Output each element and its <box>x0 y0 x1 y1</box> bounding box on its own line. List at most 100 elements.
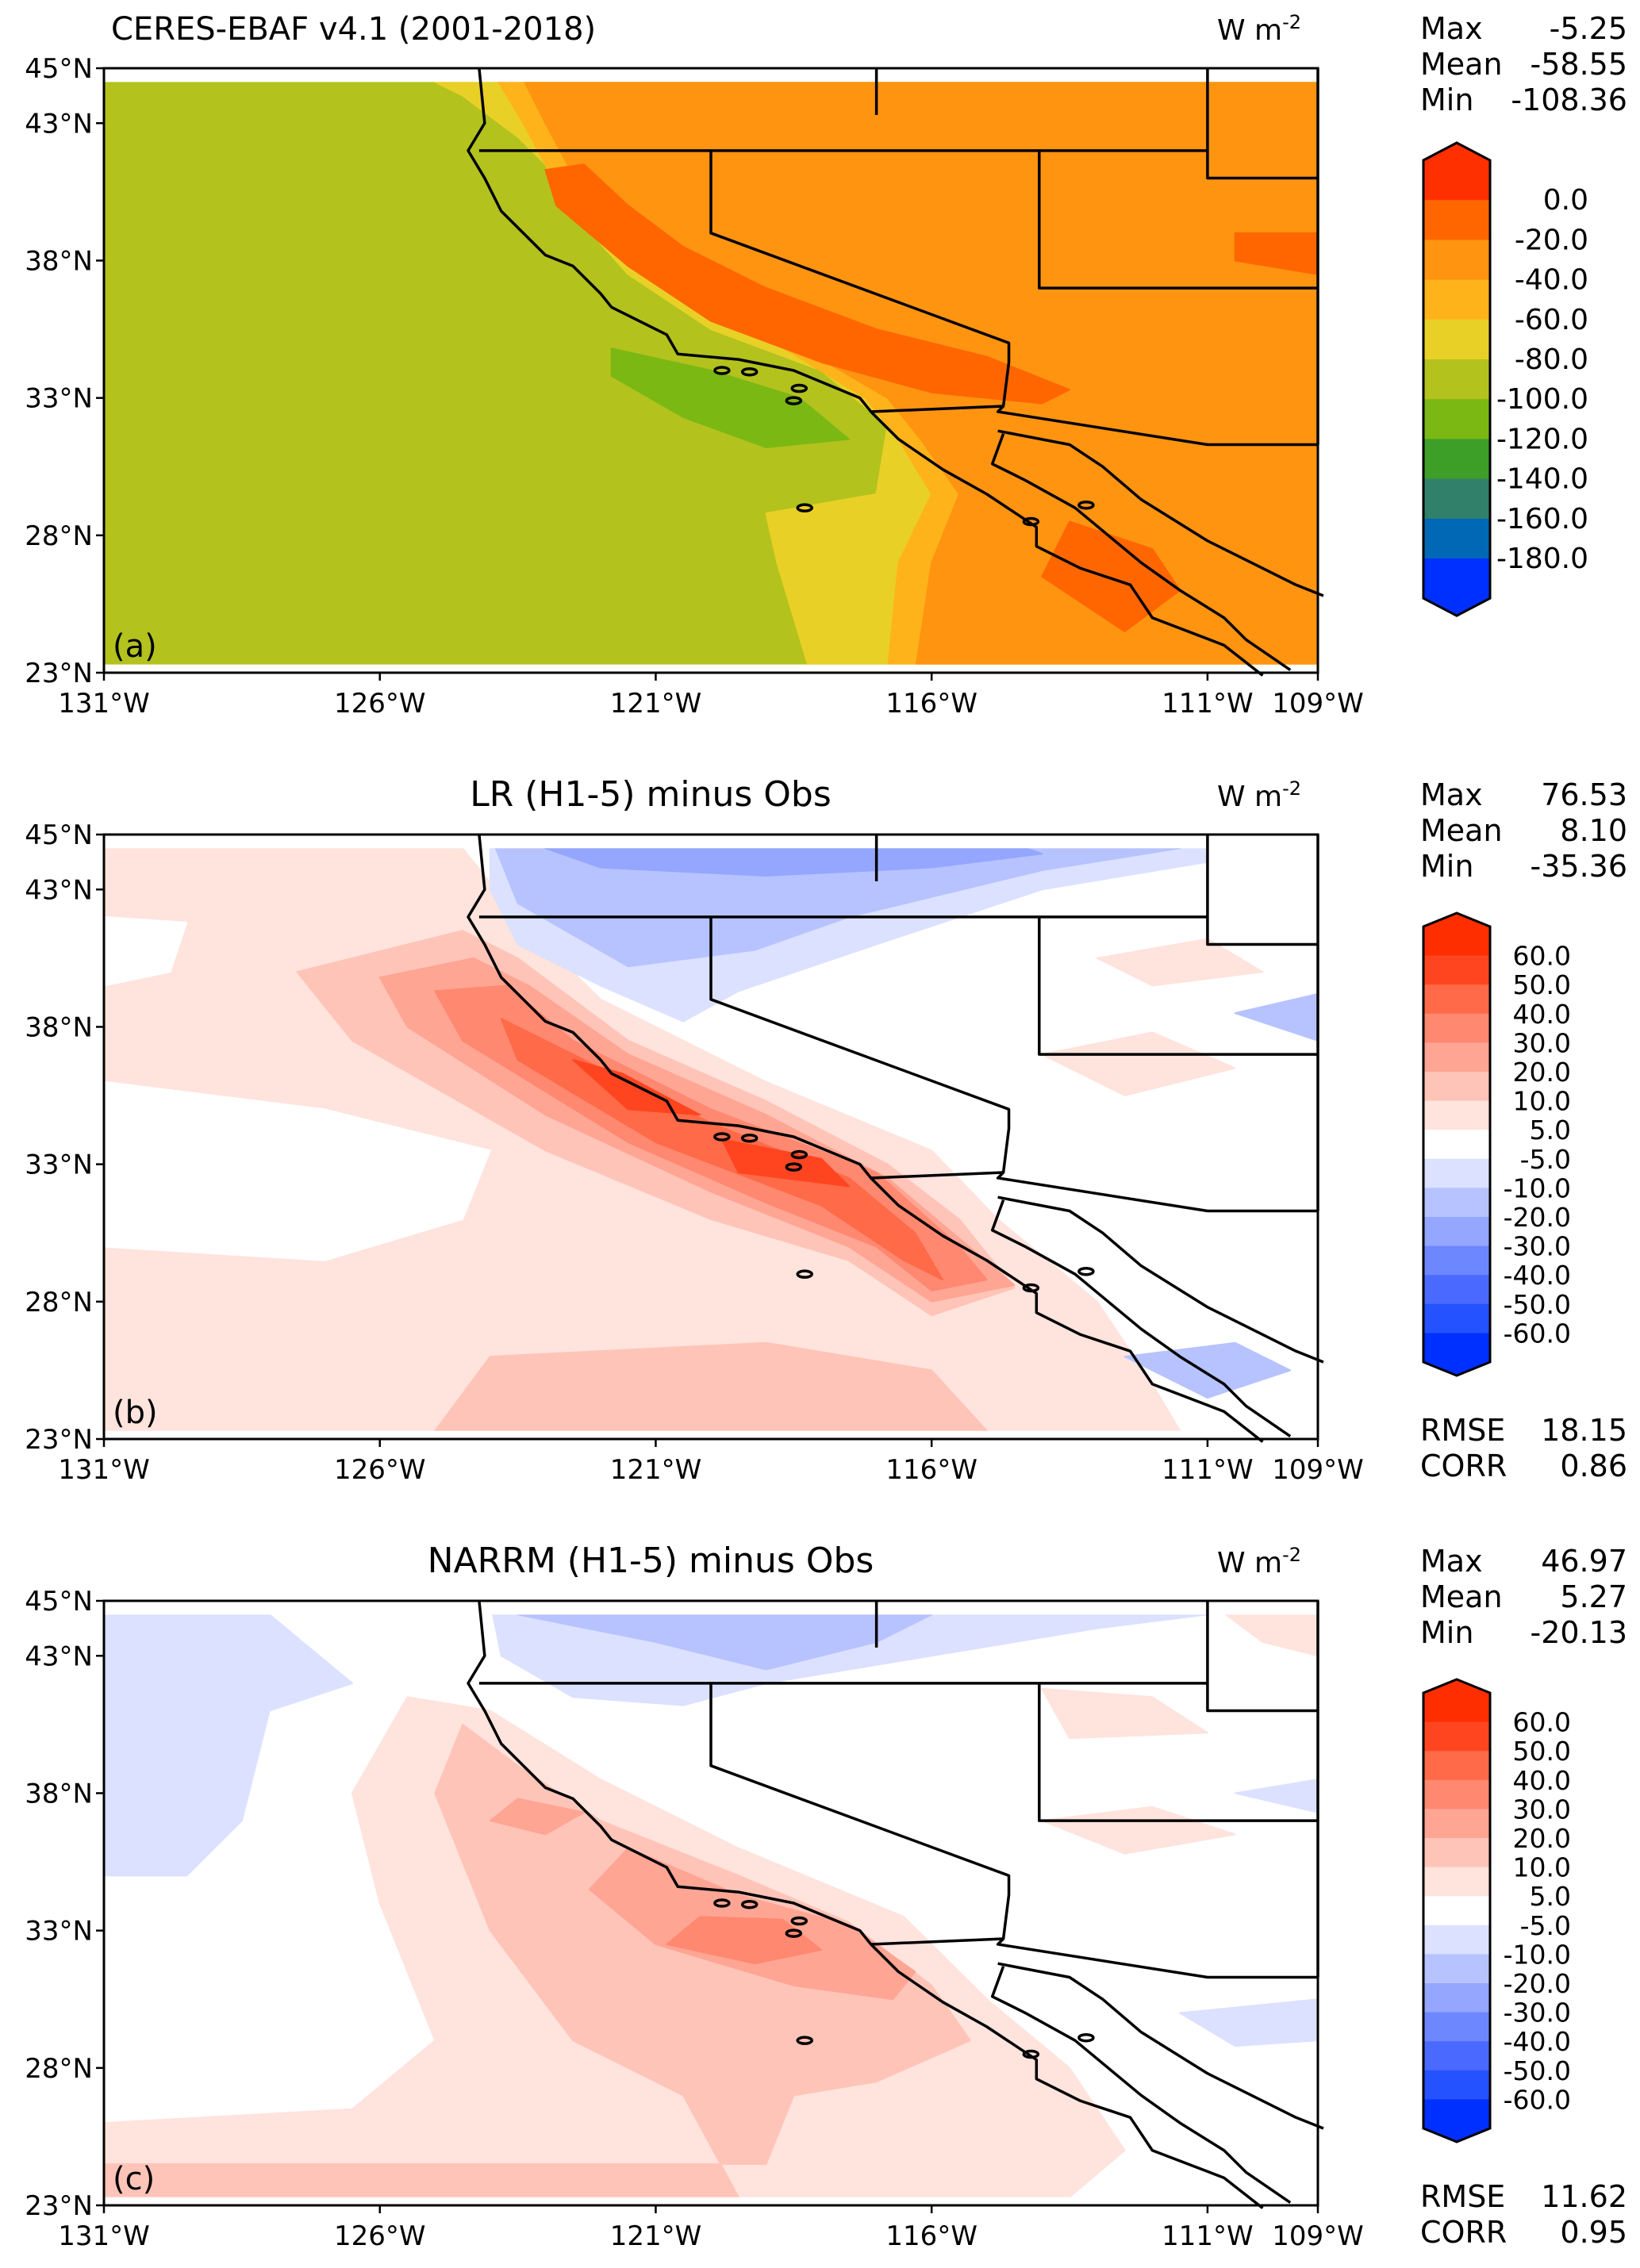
lon-tick-label: 109°W <box>1272 688 1364 720</box>
contour-region <box>1123 1341 1292 1399</box>
colorbar-tick-label: 60.0 <box>1513 1707 1571 1738</box>
colorbar-band <box>1423 558 1490 599</box>
colorbar-tick-label: 50.0 <box>1513 1736 1571 1767</box>
colorbar-tick-label: 40.0 <box>1513 1765 1571 1796</box>
colorbar-band <box>1423 518 1490 559</box>
colorbar-band <box>1423 1158 1490 1189</box>
stat-name: Mean <box>1420 1579 1503 1614</box>
island <box>790 1149 808 1160</box>
lon-tick-label: 126°W <box>334 2220 426 2252</box>
coastline-gulf-east <box>997 429 1324 597</box>
colorbar-tick-label: 20.0 <box>1513 1823 1571 1854</box>
colorbar-band <box>1423 1072 1490 1102</box>
stat-value: -58.55 <box>1531 47 1628 82</box>
units-text: W m <box>1217 1547 1282 1579</box>
colorbar-band <box>1423 927 1490 957</box>
colorbar-tick-label: -180.0 <box>1496 543 1588 575</box>
lon-tick-label: 121°W <box>610 1454 702 1486</box>
colorbar-tick-label: 0.0 <box>1543 184 1588 217</box>
map-frame <box>102 833 1319 1441</box>
state-border <box>709 150 1011 407</box>
colorbar-band <box>1423 478 1490 520</box>
colorbar-band <box>1423 2099 1490 2129</box>
colorbar-tick-label: 10.0 <box>1513 1852 1571 1883</box>
lon-tick-label: 116°W <box>885 688 977 720</box>
lat-tick-label: 38°N <box>25 1778 93 1809</box>
colorbar-tick-label: 60.0 <box>1513 941 1571 972</box>
units-exponent: -2 <box>1282 11 1301 33</box>
colorbar-band <box>1423 1188 1490 1218</box>
state-border <box>709 916 1011 1173</box>
stat-value: 46.97 <box>1541 1544 1627 1579</box>
map-fields <box>104 848 1318 1431</box>
colorbar-tick-label: 20.0 <box>1513 1057 1571 1088</box>
state-border <box>709 1683 1011 1940</box>
contour-region <box>1234 232 1318 275</box>
score-value: 0.95 <box>1560 2215 1627 2250</box>
colorbar-band <box>1423 399 1490 440</box>
state-border <box>870 1937 1318 1979</box>
lon-tick-label: 121°W <box>610 2220 702 2252</box>
state-border <box>870 405 1318 447</box>
contour-region <box>666 1916 823 1965</box>
lat-tick-label: 28°N <box>25 520 93 552</box>
island <box>740 1899 759 1909</box>
score-value: 18.15 <box>1541 1413 1627 1448</box>
colorbar-tick-label: -50.0 <box>1504 1289 1571 1320</box>
lon-tick-label: 131°W <box>58 1454 150 1486</box>
lat-tick-label: 33°N <box>25 1916 93 1948</box>
state-border <box>1206 835 1318 946</box>
island <box>1077 1266 1095 1276</box>
colorbar-tick-label: 10.0 <box>1513 1086 1571 1117</box>
stat-name: Mean <box>1420 813 1503 848</box>
island <box>1022 516 1040 527</box>
colorbar-tick-label: -40.0 <box>1504 2026 1571 2057</box>
colorbar-tick-label: 50.0 <box>1513 969 1571 1000</box>
island <box>713 1898 731 1908</box>
island <box>1077 500 1095 510</box>
colorbar-tick-label: -80.0 <box>1515 343 1588 376</box>
colorbar-band <box>1423 2012 1490 2042</box>
lon-tick-label: 116°W <box>885 2220 977 2252</box>
colorbar-extend-min <box>1423 1362 1490 1376</box>
colorbar: 60.050.040.030.020.010.05.0-5.0-10.0-20.… <box>1422 1678 1571 2143</box>
score-value: 0.86 <box>1560 1449 1627 1483</box>
colorbar-band <box>1423 1303 1490 1334</box>
stat-value: -35.36 <box>1531 849 1628 884</box>
colorbar-band <box>1423 1013 1490 1044</box>
stat-name: Min <box>1420 849 1473 884</box>
state-border <box>1038 1683 1318 1822</box>
island <box>713 1132 731 1142</box>
colorbar-tick-label: -20.0 <box>1504 1968 1571 1999</box>
state-border <box>1038 150 1318 290</box>
lon-tick-label: 121°W <box>610 688 702 720</box>
colorbar-band <box>1423 160 1490 201</box>
contour-region <box>434 1341 988 1431</box>
score-name: CORR <box>1420 1449 1507 1483</box>
lat-tick-label: 28°N <box>25 2053 93 2085</box>
state-border <box>1206 68 1318 180</box>
lon-tick-label: 109°W <box>1272 2220 1364 2252</box>
colorbar-band <box>1423 1275 1490 1305</box>
colorbar-tick-label: 40.0 <box>1513 999 1571 1030</box>
colorbar: 60.050.040.030.020.010.05.0-5.0-10.0-20.… <box>1422 911 1571 1377</box>
lat-tick-label: 33°N <box>25 383 93 415</box>
contour-region <box>1041 1806 1236 1855</box>
contour-region <box>1041 1687 1208 1740</box>
colorbar-tick-label: -60.0 <box>1504 1318 1571 1349</box>
score-name: CORR <box>1420 2215 1507 2250</box>
panel-label: (a) <box>113 628 157 665</box>
lat-tick-label: 23°N <box>25 2190 93 2222</box>
contour-region <box>104 1723 971 2197</box>
colorbar-extend-max <box>1423 1679 1490 1693</box>
colorbar-tick-label: -10.0 <box>1504 1172 1571 1203</box>
colorbar-band <box>1423 1838 1490 1868</box>
lat-tick-label: 38°N <box>25 245 93 277</box>
colorbar-band <box>1423 1779 1490 1810</box>
coastline-gulf-east <box>997 1195 1324 1364</box>
contour-region <box>610 347 850 448</box>
map-frame <box>102 1599 1319 2207</box>
lat-tick-label: 28°N <box>25 1287 93 1318</box>
stat-value: 5.27 <box>1560 1579 1627 1614</box>
contour-region <box>1041 520 1181 633</box>
